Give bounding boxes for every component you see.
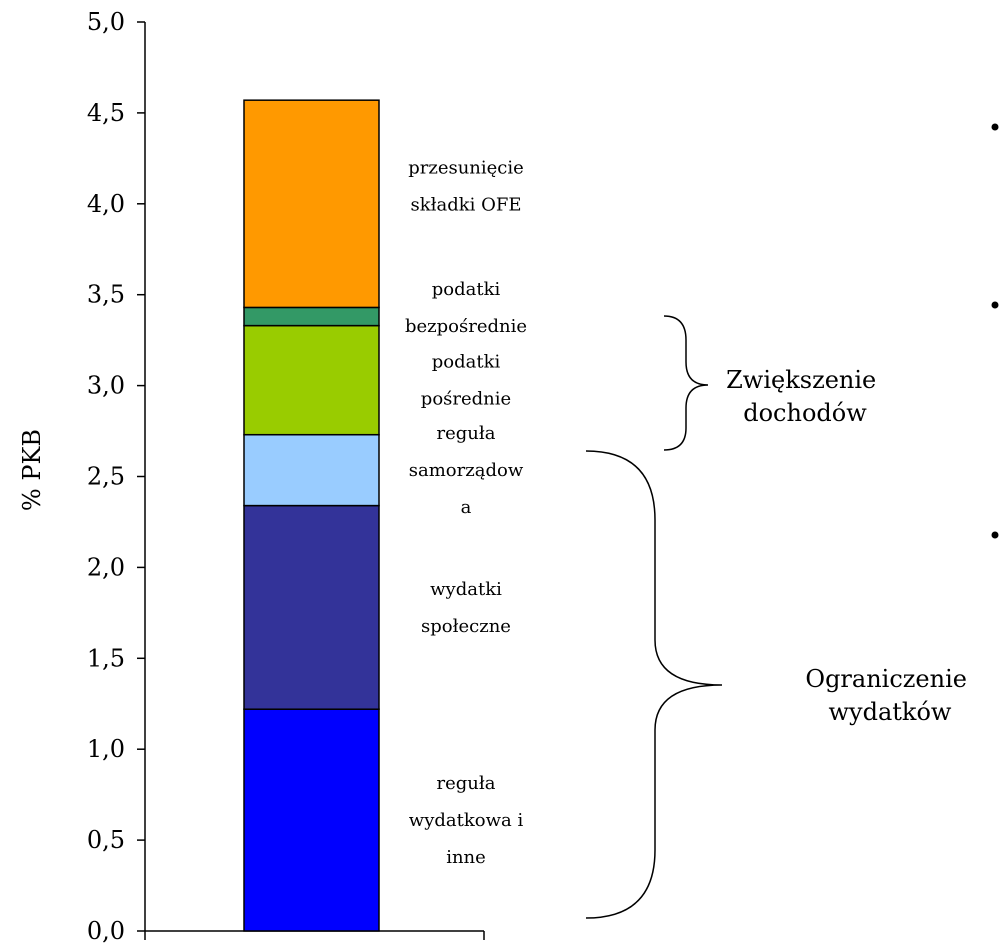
bar-segment-3 bbox=[243, 324, 380, 436]
y-tick-label: 1,0 bbox=[87, 735, 125, 763]
segment-label-line: samorządow bbox=[409, 460, 524, 481]
bullet-marker bbox=[991, 531, 999, 539]
group-label-spending: Ograniczenie wydatków bbox=[805, 665, 974, 726]
bullet-marker bbox=[991, 301, 999, 309]
segment-label-line: składki OFE bbox=[410, 195, 521, 216]
bullet-marker bbox=[991, 123, 999, 131]
y-tick-label: 4,5 bbox=[87, 99, 125, 127]
y-tick-label: 5,0 bbox=[87, 8, 125, 36]
bar-segments bbox=[243, 99, 380, 932]
segment-label-3: podatki pośrednie bbox=[421, 352, 511, 410]
group-label-revenue-line-1: Zwiększenie bbox=[726, 366, 876, 394]
segment-label-line: a bbox=[461, 497, 472, 518]
bar-segment-1 bbox=[243, 504, 380, 710]
y-tick-label: 3,0 bbox=[87, 372, 125, 400]
segment-label-line: społeczne bbox=[421, 616, 511, 637]
segment-label-line: bezpośrednie bbox=[405, 316, 527, 337]
segment-label-line: podatki bbox=[432, 279, 501, 300]
y-tick-label: 0,0 bbox=[87, 917, 125, 945]
segment-label-line: pośrednie bbox=[421, 389, 511, 410]
y-tick-label: 1,5 bbox=[87, 644, 125, 672]
segment-label-4: podatki bezpośrednie bbox=[405, 279, 527, 337]
segment-label-0: reguła wydatkowa i inne bbox=[409, 773, 524, 868]
bar-segment-2 bbox=[243, 433, 380, 507]
y-tick-group: 0,0 0,5 1,0 1,5 2,0 2,5 3,0 3,5 4,0 4,5 5,0 bbox=[87, 8, 145, 945]
segment-label-line: wydatki bbox=[430, 579, 502, 600]
y-tick-label: 4,0 bbox=[87, 190, 125, 218]
segment-label-1: wydatki społeczne bbox=[421, 579, 511, 637]
segment-label-line: przesunięcie bbox=[408, 158, 524, 179]
group-label-spending-line-2: wydatków bbox=[829, 698, 952, 726]
group-label-revenue: Zwiększenie dochodów bbox=[726, 366, 884, 427]
segment-label-line: wydatkowa i bbox=[409, 810, 524, 831]
group-label-spending-line-1: Ograniczenie bbox=[805, 665, 967, 693]
segment-label-line: reguła bbox=[437, 423, 496, 444]
segment-label-line: podatki bbox=[432, 352, 501, 373]
segment-labels: reguła wydatkowa i inne wydatki społeczne reg… bbox=[405, 158, 527, 868]
bar-segment-0 bbox=[243, 708, 380, 932]
segment-label-5: przesunięcie składki OFE bbox=[408, 158, 524, 216]
segment-label-line: reguła bbox=[437, 773, 496, 794]
y-tick-label: 2,5 bbox=[87, 463, 125, 491]
y-tick-label: 3,5 bbox=[87, 281, 125, 309]
y-tick-label: 2,0 bbox=[87, 553, 125, 581]
bar-segment-4 bbox=[243, 306, 380, 327]
segment-label-line: inne bbox=[446, 847, 486, 868]
y-tick-label: 0,5 bbox=[87, 826, 125, 854]
brace-revenue bbox=[663, 315, 709, 451]
segment-label-2: reguła samorządow a bbox=[409, 423, 524, 518]
group-label-revenue-line-2: dochodów bbox=[743, 399, 867, 427]
bar-segment-5 bbox=[243, 99, 380, 309]
brace-spending bbox=[585, 450, 723, 919]
y-axis-label: % PKB bbox=[18, 429, 46, 511]
